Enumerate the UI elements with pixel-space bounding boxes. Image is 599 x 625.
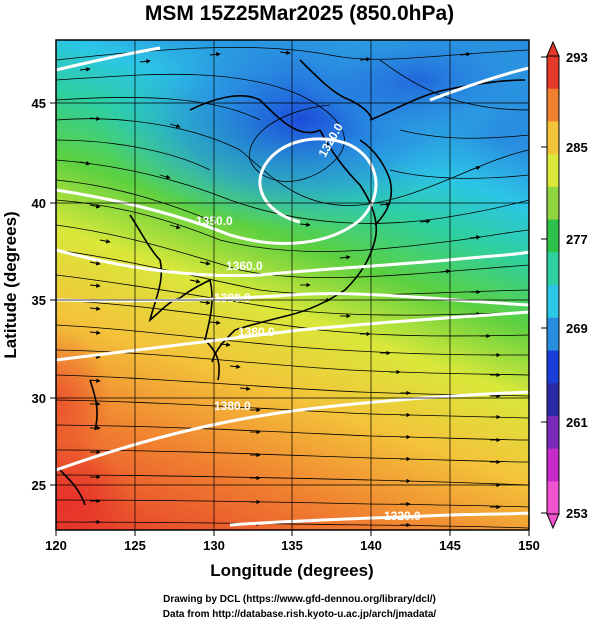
x-tick-label: 145 xyxy=(439,538,461,553)
y-tick-label: 35 xyxy=(32,293,46,308)
colorbar-segment xyxy=(547,219,559,253)
colorbar-segment xyxy=(547,154,559,188)
y-axis-title: Latitude (degrees) xyxy=(1,211,20,358)
colorbar-tick-label: 293 xyxy=(566,50,588,65)
coastlines xyxy=(59,59,526,506)
map-title: MSM 15Z25Mar2025 (850.0hPa) xyxy=(144,2,455,25)
colorbar: 293 285 277 269 261 253 xyxy=(541,40,588,530)
colorbar-segment xyxy=(547,383,559,417)
y-tick-label: 30 xyxy=(32,391,46,406)
wind-streamlines xyxy=(56,46,529,529)
y-tick-label: 40 xyxy=(32,196,46,211)
x-tick-label: 120 xyxy=(45,538,67,553)
footer-credit-data: Data from http://database.rish.kyoto-u.a… xyxy=(162,609,437,620)
contour-label: 1380.0 xyxy=(214,399,251,413)
colorbar-segment xyxy=(547,186,559,221)
contour-label: 1320.0 xyxy=(384,509,421,523)
colorbar-segment xyxy=(547,415,559,450)
colorbar-segment xyxy=(547,56,559,90)
colorbar-segment xyxy=(547,317,559,351)
colorbar-tick-label: 285 xyxy=(566,140,588,155)
y-tick-label: 45 xyxy=(32,96,46,111)
colorbar-tick-label: 277 xyxy=(566,232,588,247)
x-tick-labels: 120 125 130 135 140 145 150 xyxy=(45,538,540,553)
x-tick-label: 130 xyxy=(203,538,225,553)
footer-credit-dcl: Drawing by DCL (https://www.gfd-dennou.o… xyxy=(163,594,436,605)
geopotential-contours xyxy=(56,46,529,527)
colorbar-bottom-triangle xyxy=(546,513,560,530)
x-axis-title: Longitude (degrees) xyxy=(210,561,373,580)
colorbar-tick-label: 261 xyxy=(566,415,588,430)
colorbar-segment xyxy=(547,88,559,122)
colorbar-segment xyxy=(547,285,559,319)
x-tick-label: 140 xyxy=(360,538,382,553)
x-tick-label: 125 xyxy=(124,538,146,553)
colorbar-segment xyxy=(547,121,559,155)
y-tick-label: 25 xyxy=(32,478,46,493)
colorbar-segment xyxy=(547,448,559,482)
contour-label: 1360.0 xyxy=(226,259,263,273)
contour-label: 1380.0 xyxy=(238,325,275,339)
colorbar-tick-label: 269 xyxy=(566,321,588,336)
colorbar-tick-label: 253 xyxy=(566,506,588,521)
lat-lon-grid xyxy=(56,40,529,530)
colorbar-segment xyxy=(547,252,559,286)
contour-label: 1350.0 xyxy=(196,214,233,228)
colorbar-top-triangle xyxy=(546,40,560,57)
x-tick-label: 150 xyxy=(518,538,540,553)
colorbar-segment xyxy=(547,350,559,384)
x-tick-label: 135 xyxy=(281,538,303,553)
contour-label: 1380.0 xyxy=(214,291,251,305)
axis-ticks xyxy=(50,102,530,536)
y-tick-labels: 25 30 35 40 45 xyxy=(32,96,46,493)
colorbar-segment xyxy=(547,481,559,515)
